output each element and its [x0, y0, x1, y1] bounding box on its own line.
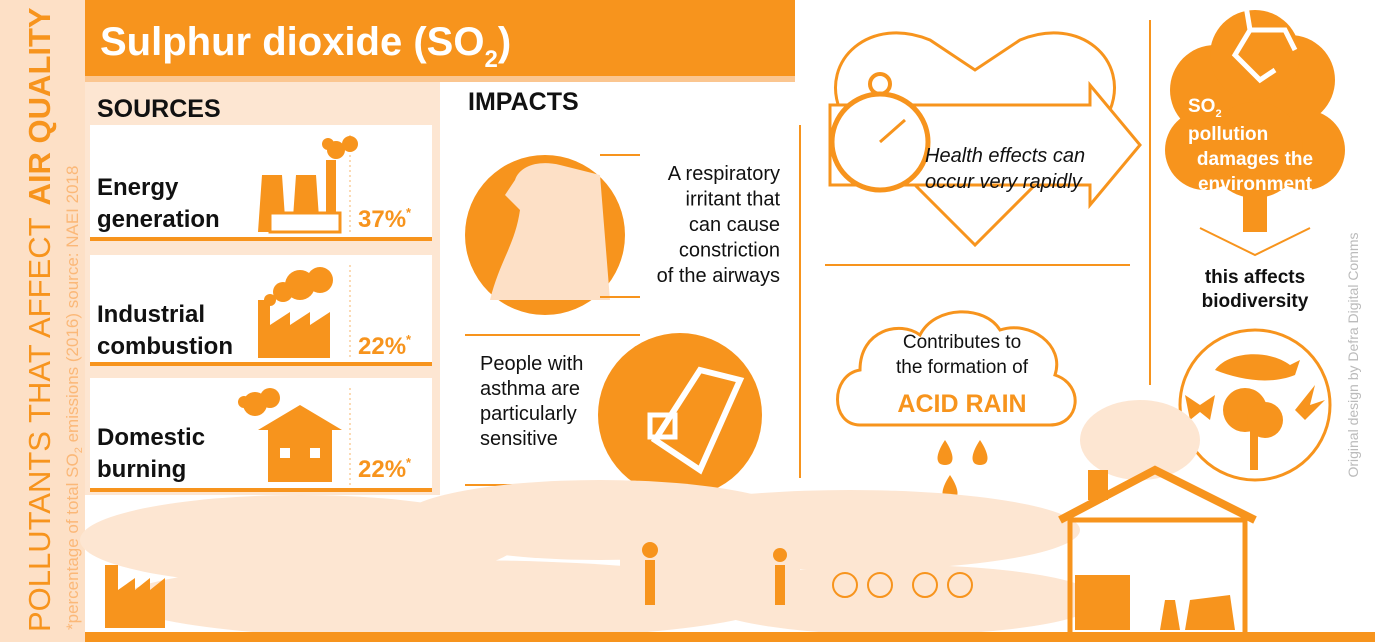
env-so-main: SO	[1188, 96, 1215, 117]
card-rule	[90, 488, 432, 492]
infographic: POLLUTANTS THAT AFFECT AIR QUALITY *perce…	[0, 0, 1375, 642]
source-label: Energy	[97, 174, 179, 201]
credit-text: Original design by Defra Digital Comms	[1345, 232, 1361, 477]
env-line: damages the	[1197, 149, 1313, 170]
impact-text: People with	[480, 353, 583, 375]
biodiversity-line: this affects	[1205, 267, 1305, 288]
source-share: 22%*	[358, 455, 412, 483]
env-so-sub: 2	[1215, 108, 1221, 120]
tree	[1165, 10, 1345, 232]
rain-drops	[938, 440, 988, 500]
side-note: *percentage of total SO2 emissions (2016…	[63, 166, 85, 630]
env-line: pollution	[1188, 124, 1268, 145]
source-label: Industrial	[97, 301, 205, 328]
note-end: emissions (2016) source: NAEI 2018	[63, 166, 82, 448]
impact-text: sensitive	[480, 428, 558, 450]
env-line: environment	[1198, 174, 1313, 195]
impact-text: constriction	[679, 240, 780, 262]
health-text-line: occur very rapidly	[925, 171, 1083, 193]
title-end: )	[498, 20, 511, 64]
share-value: 22%	[358, 333, 406, 360]
biodiversity-icons	[1185, 354, 1325, 470]
impact-text: A respiratory	[668, 163, 780, 185]
turbine-hall	[270, 213, 340, 232]
title-bar-shadow	[85, 76, 795, 82]
card-rule	[90, 237, 432, 241]
impacts-title: IMPACTS	[468, 88, 579, 116]
share-value: 22%	[358, 456, 406, 483]
card-rule	[90, 362, 432, 366]
note-start: *percentage of total SO	[63, 453, 82, 630]
biodiversity-line: biodiversity	[1202, 291, 1309, 312]
source-label: Domestic	[97, 424, 205, 451]
stopwatch-crown	[870, 74, 890, 94]
impact-text: asthma are	[480, 378, 580, 400]
side-title-bold: AIR QUALITY	[22, 7, 57, 205]
people	[1160, 595, 1235, 630]
impact-text: of the airways	[657, 265, 780, 287]
side-title: POLLUTANTS THAT AFFECT AIR QUALITY	[22, 7, 57, 632]
source-label: generation	[97, 206, 220, 233]
credit: Original design by Defra Digital Comms	[1345, 232, 1361, 477]
side-note-text: *percentage of total SO2 emissions (2016…	[63, 166, 85, 630]
title-sub: 2	[484, 46, 497, 73]
side-title-light-text: POLLUTANTS THAT AFFECT	[22, 217, 57, 632]
fireplace	[1075, 575, 1130, 630]
impact-text: particularly	[480, 403, 577, 425]
health-text-line: Health effects can	[925, 145, 1085, 167]
source-share: 37%*	[358, 205, 412, 233]
side-title-light: POLLUTANTS THAT AFFECT AIR QUALITY	[22, 7, 57, 632]
sources-title: SOURCES	[97, 95, 221, 123]
inhaler-icon	[598, 333, 762, 497]
source-label: burning	[97, 456, 186, 483]
impact-text: can cause	[689, 214, 780, 236]
impact-text: irritant that	[686, 189, 781, 211]
share-value: 37%	[358, 206, 406, 233]
source-label: combustion	[97, 333, 233, 360]
title-main: Sulphur dioxide (SO	[100, 20, 484, 64]
acid-text-line: Contributes to	[903, 332, 1021, 353]
acid-text-line: the formation of	[896, 357, 1029, 378]
acid-text: Contributes to the formation of ACID RAIN	[896, 332, 1029, 418]
chevron	[1200, 228, 1310, 255]
house-chimney	[1088, 470, 1108, 500]
bottom-rule	[85, 632, 1375, 642]
source-share: 22%*	[358, 332, 412, 360]
acid-emphasis: ACID RAIN	[897, 390, 1026, 418]
